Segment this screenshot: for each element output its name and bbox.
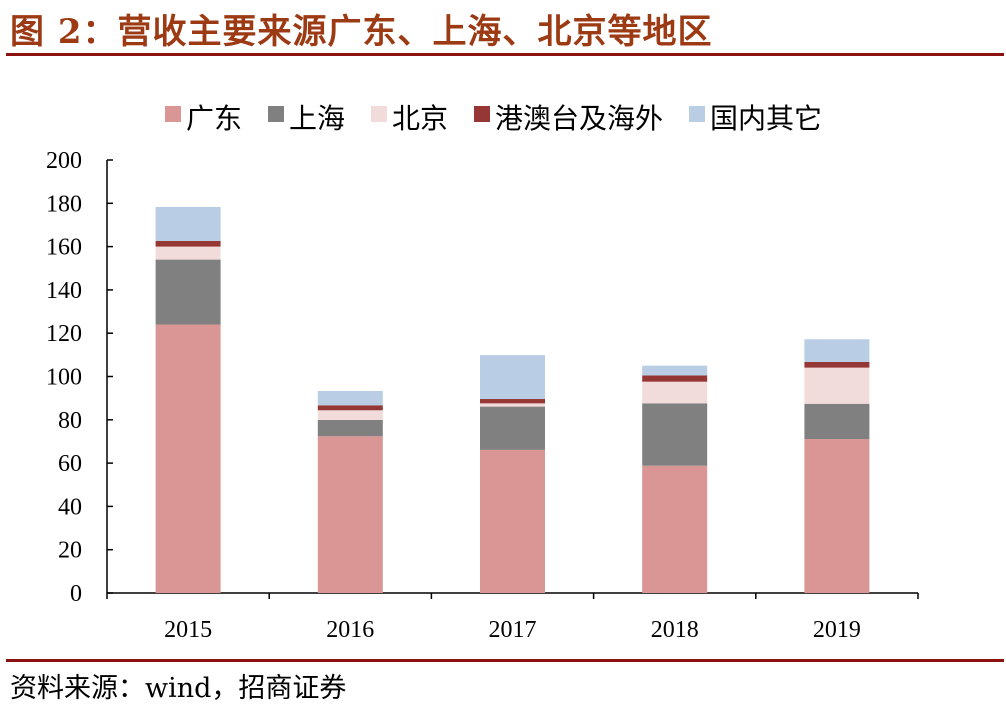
- legend-label: 港澳台及海外: [495, 103, 663, 135]
- legend-swatch: [689, 106, 705, 122]
- y-tick-label: 40: [58, 494, 82, 520]
- legend-swatch: [165, 106, 181, 122]
- bar-segment-2019-国内其它: [804, 339, 870, 362]
- bar-segment-2018-港澳台及海外: [642, 375, 708, 382]
- bar-segment-2016-上海: [317, 420, 383, 437]
- legend-label: 上海: [289, 103, 345, 135]
- bar-segment-2018-北京: [642, 381, 708, 404]
- bar-segment-2017-港澳台及海外: [480, 399, 545, 404]
- bar-segment-2015-北京: [155, 246, 221, 260]
- y-tick-label: 180: [46, 191, 82, 217]
- bar-segment-2015-广东: [155, 324, 221, 593]
- legend-swatch: [268, 106, 284, 122]
- y-tick-label: 120: [46, 321, 82, 347]
- source-note: 资料来源：wind，招商证券: [10, 673, 347, 704]
- bar-segment-2018-上海: [642, 403, 708, 466]
- x-tick-label: 2017: [489, 617, 537, 643]
- x-tick-label: 2018: [651, 617, 699, 643]
- bar-segment-2019-广东: [804, 439, 870, 593]
- bar-segment-2017-北京: [480, 403, 545, 407]
- legend-label: 国内其它: [710, 103, 822, 135]
- x-tick-label: 2016: [326, 617, 374, 643]
- figure-title: 图 2：营收主要来源广东、上海、北京等地区: [10, 12, 713, 52]
- bar-segment-2015-国内其它: [155, 206, 221, 241]
- title-divider: [6, 53, 1004, 56]
- source-divider: [6, 659, 1004, 662]
- y-tick-label: 80: [58, 408, 82, 434]
- y-tick-label: 0: [70, 581, 82, 607]
- bar-segment-2017-国内其它: [480, 355, 545, 400]
- y-tick-label: 20: [58, 538, 82, 564]
- bar-segment-2017-上海: [480, 406, 545, 450]
- bar-segment-2016-国内其它: [317, 391, 383, 406]
- y-tick-label: 60: [58, 451, 82, 477]
- x-tick-label: 2019: [813, 617, 861, 643]
- y-tick-label: 100: [46, 365, 82, 391]
- bar-segment-2019-北京: [804, 367, 870, 404]
- bar-segment-2016-北京: [317, 410, 383, 421]
- legend-label: 广东: [186, 103, 242, 135]
- x-tick-label: 2015: [164, 617, 212, 643]
- bar-segment-2018-广东: [642, 465, 708, 593]
- legend-label: 北京: [392, 103, 448, 135]
- y-tick-label: 200: [46, 148, 82, 174]
- bar-segment-2016-广东: [317, 436, 383, 593]
- bar-segment-2019-上海: [804, 403, 870, 440]
- bar-segment-2016-港澳台及海外: [317, 405, 383, 411]
- bar-segment-2018-国内其它: [642, 365, 708, 376]
- bar-segment-2017-广东: [480, 449, 545, 593]
- legend-swatch: [474, 106, 490, 122]
- legend-swatch: [371, 106, 387, 122]
- bar-segment-2019-港澳台及海外: [804, 361, 870, 368]
- bar-segment-2015-港澳台及海外: [155, 240, 221, 247]
- y-tick-label: 140: [46, 278, 82, 304]
- bar-segment-2015-上海: [155, 259, 221, 325]
- y-tick-label: 160: [46, 235, 82, 261]
